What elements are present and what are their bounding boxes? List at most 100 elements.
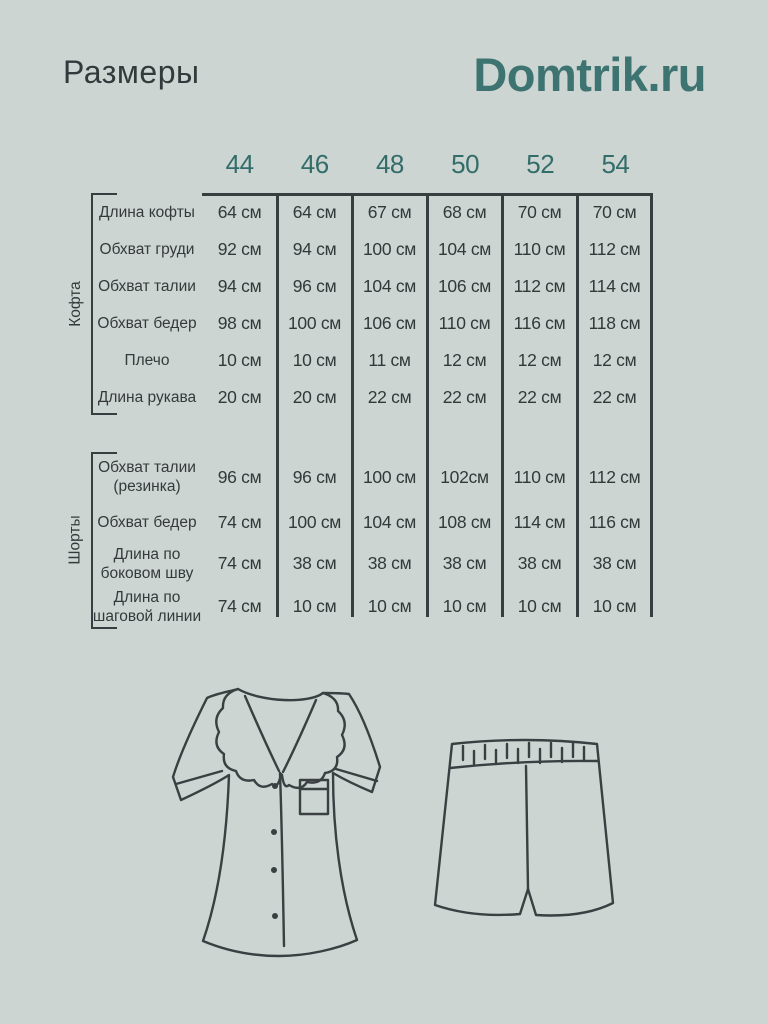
cell: 114 см (588, 276, 641, 296)
cell: 68 см (442, 202, 487, 222)
cell: 94 см (217, 276, 262, 296)
cell: 108 см (437, 511, 492, 532)
column-divider (276, 193, 279, 617)
cell: 22 см (442, 387, 487, 407)
right-cuff-line (334, 767, 379, 783)
cell: 104 см (362, 511, 417, 532)
cell: 10 см (442, 596, 487, 616)
cell: 96 см (292, 276, 337, 296)
shorts-outline (433, 738, 615, 917)
cell: 10 см (292, 350, 337, 370)
cell: 112 см (588, 239, 641, 259)
kofta-bracket (91, 193, 117, 415)
cell: 74 см (217, 596, 262, 616)
cell: 22 см (592, 387, 637, 407)
size-header-52: 52 (526, 148, 555, 179)
cell: 92 см (217, 239, 262, 259)
cell: 38 см (292, 553, 337, 573)
cell: 112 см (513, 276, 566, 296)
cell: 112 см (588, 466, 641, 487)
brand-logo: Domtrik.ru (473, 48, 706, 101)
row-label: Обхват груди (99, 241, 195, 258)
cell: 94 см (292, 239, 337, 259)
cell: 67 см (367, 202, 412, 222)
cell: 100 см (362, 466, 417, 487)
left-cuff-line (174, 769, 224, 786)
cell: 110 см (438, 313, 491, 333)
cell: 114 см (513, 511, 566, 532)
cell: 11 см (368, 350, 411, 370)
cell: 38 см (367, 553, 412, 573)
cell: 12 см (517, 350, 562, 370)
cell: 12 см (442, 350, 487, 370)
cell: 10 см (517, 596, 562, 616)
cell: 10 см (592, 596, 637, 616)
size-header-row: 44 46 48 50 52 54 (202, 148, 653, 180)
cell: 22 см (517, 387, 562, 407)
center-crease (524, 764, 530, 891)
cell: 10 см (292, 596, 337, 616)
collar-scallop-left (215, 687, 283, 788)
cell: 102см (440, 466, 489, 487)
pajama-top-illustration (171, 687, 382, 958)
column-divider (576, 193, 579, 617)
cell: 10 см (217, 350, 262, 370)
cell: 64 см (217, 202, 262, 222)
row-label: Обхват талии (резинка) (98, 459, 196, 495)
neck-v-left (243, 694, 281, 773)
column-divider (426, 193, 429, 617)
cell: 70 см (517, 202, 562, 222)
size-header-50: 50 (451, 148, 480, 179)
cell: 110 см (513, 239, 566, 259)
size-header-48: 48 (375, 148, 404, 179)
size-header-44: 44 (225, 148, 254, 179)
pajama-shorts-illustration (433, 738, 615, 917)
cell: 98 см (217, 313, 262, 333)
cell: 116 см (513, 313, 566, 333)
collar-scallop-right (280, 691, 346, 790)
cell: 22 см (367, 387, 412, 407)
cell: 38 см (517, 553, 562, 573)
cell: 74 см (217, 553, 262, 573)
column-divider (501, 193, 504, 617)
placket-line (278, 771, 286, 948)
kofta-size-table: Длина кофты 64 см 64 см 67 см 68 см 70 с… (92, 194, 652, 416)
row-label: Длина по шаговой линии (92, 588, 202, 625)
cell: 70 см (592, 202, 637, 222)
button (272, 783, 278, 789)
row-label: Обхват бедер (97, 513, 197, 531)
button (271, 867, 277, 873)
shorty-bracket (91, 452, 117, 629)
row-label: Обхват бедер (97, 315, 197, 332)
cell: 38 см (592, 553, 637, 573)
row-label: Длина по боковом шву (100, 545, 194, 582)
row-label: Плечо (124, 352, 170, 369)
cell: 100 см (362, 239, 417, 259)
button (272, 913, 278, 919)
waistband-bottom-line (448, 759, 600, 770)
cell: 104 см (437, 239, 492, 259)
shorty-size-table: Обхват талии (резинка) 96 см 96 см 100 с… (92, 452, 652, 628)
page-title: Размеры (63, 54, 200, 90)
neck-v-right (281, 698, 318, 774)
cell: 104 см (362, 276, 417, 296)
shirt-outline (171, 687, 382, 958)
button (271, 829, 277, 835)
table-right-rule (650, 193, 653, 617)
cell: 74 см (217, 511, 262, 532)
cell: 110 см (513, 466, 566, 487)
row-label: Длина рукава (97, 389, 197, 406)
cell: 106 см (362, 313, 417, 333)
cell: 100 см (287, 511, 342, 532)
cell: 20 см (292, 387, 337, 407)
size-header-46: 46 (300, 148, 329, 179)
cell: 116 см (588, 511, 641, 532)
cell: 106 см (437, 276, 492, 296)
cell: 10 см (367, 596, 412, 616)
cell: 12 см (592, 350, 637, 370)
row-label: Длина кофты (99, 204, 195, 221)
size-header-54: 54 (601, 148, 630, 179)
row-label: Обхват талии (98, 278, 196, 295)
cell: 96 см (217, 466, 262, 487)
